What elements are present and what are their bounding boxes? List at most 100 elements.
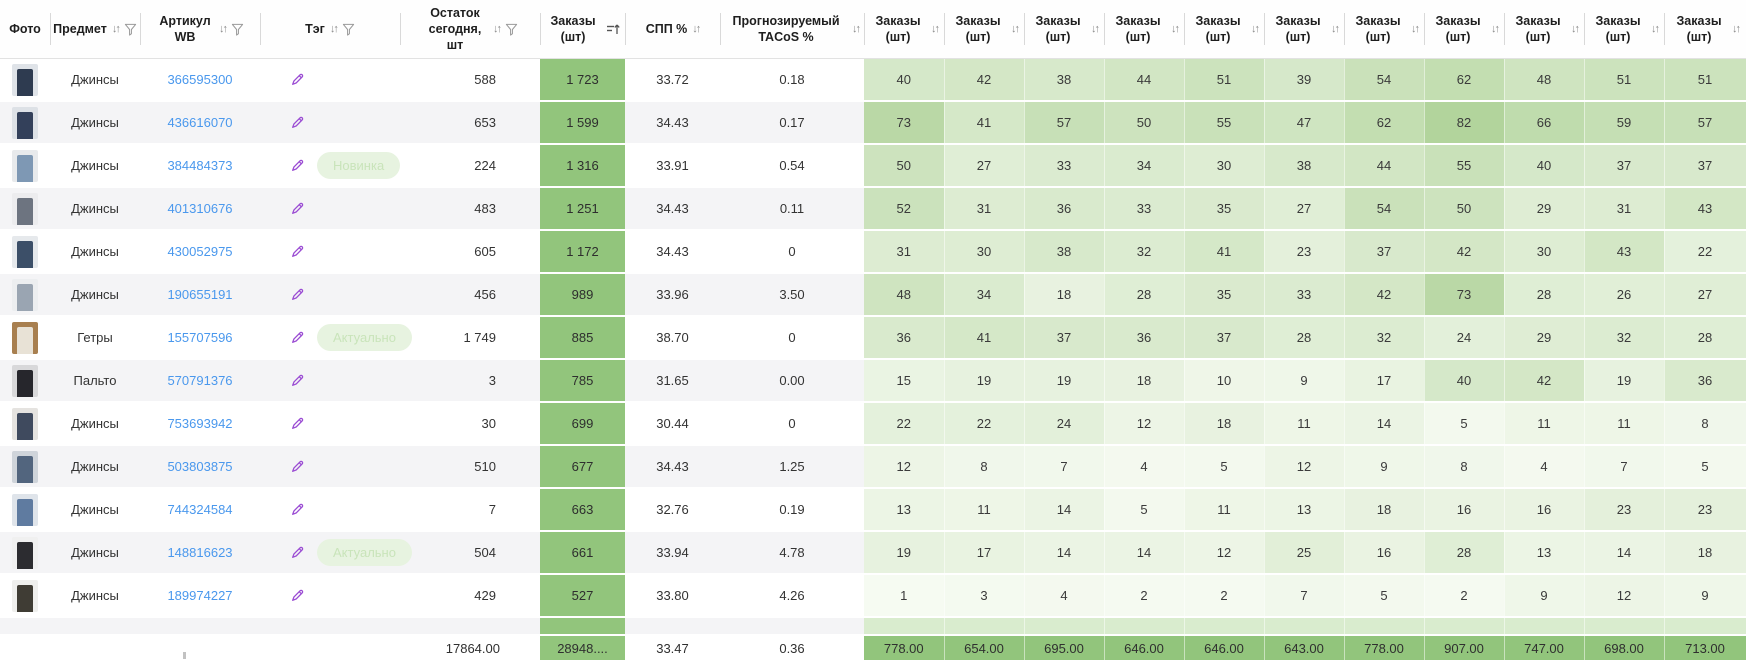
orders-day-cell: 55 (1184, 101, 1265, 145)
product-photo[interactable] (12, 321, 38, 354)
filter-icon[interactable] (124, 23, 137, 36)
product-photo[interactable] (12, 364, 38, 397)
sort-icon[interactable]: ↓↑ (219, 22, 228, 35)
pencil-icon[interactable] (290, 287, 305, 302)
filter-icon[interactable] (505, 23, 518, 36)
sort-amount-up-icon[interactable] (606, 22, 620, 36)
product-photo[interactable] (12, 192, 38, 225)
filter-icon[interactable] (231, 23, 244, 36)
product-photo[interactable] (12, 63, 38, 96)
column-header-day-4[interactable]: Заказы (шт) ↓↑ (1184, 0, 1264, 59)
orders-day-cell: 42 (1504, 359, 1585, 403)
sort-icon[interactable]: ↓↑ (1171, 22, 1180, 35)
article-cell: 384484373 (140, 144, 260, 188)
orders-day-cell: 8 (944, 445, 1025, 489)
pencil-icon[interactable] (290, 201, 305, 216)
column-header-day-9[interactable]: Заказы (шт) ↓↑ (1584, 0, 1664, 59)
sort-icon[interactable]: ↓↑ (1571, 22, 1580, 35)
totals-day-cell: 695.00 (1024, 635, 1105, 662)
sort-icon[interactable]: ↓↑ (1251, 22, 1260, 35)
orders-day-cell: 24 (1024, 402, 1105, 446)
orders-day-cell: 27 (944, 144, 1025, 188)
article-link[interactable]: 366595300 (167, 72, 233, 87)
article-link[interactable]: 436616070 (167, 115, 233, 130)
product-photo[interactable] (12, 149, 38, 182)
product-photo[interactable] (12, 579, 38, 612)
product-photo[interactable] (12, 493, 38, 526)
product-photo[interactable] (12, 407, 38, 440)
orders-total-cell: 989 (540, 273, 625, 317)
column-header-spp[interactable]: СПП % ↓↑ (625, 0, 720, 59)
sort-icon[interactable]: ↓↑ (692, 22, 701, 35)
pencil-icon[interactable] (290, 244, 305, 259)
column-header-day-6[interactable]: Заказы (шт) ↓↑ (1344, 0, 1424, 59)
sort-icon[interactable]: ↓↑ (931, 22, 940, 35)
stock-cell: 7 (400, 488, 540, 532)
pencil-icon[interactable] (290, 459, 305, 474)
photo-cell (0, 187, 50, 231)
sort-icon[interactable]: ↓↑ (111, 22, 121, 35)
column-header-day-10[interactable]: Заказы (шт) ↓↑ (1664, 0, 1746, 59)
pencil-icon[interactable] (290, 502, 305, 517)
article-link[interactable]: 190655191 (167, 287, 233, 302)
column-header-day-5[interactable]: Заказы (шт) ↓↑ (1264, 0, 1344, 59)
pencil-icon[interactable] (290, 330, 305, 345)
sort-icon[interactable]: ↓↑ (1411, 22, 1420, 35)
pencil-icon[interactable] (290, 115, 305, 130)
column-header-stock[interactable]: Остаток сегодня, шт ↓↑ (400, 0, 540, 59)
partial-cell (1424, 617, 1505, 636)
column-header-day-3[interactable]: Заказы (шт) ↓↑ (1104, 0, 1184, 59)
column-header-orders[interactable]: Заказы (шт) (540, 0, 625, 59)
stock-cell: 653 (400, 101, 540, 145)
article-link[interactable]: 148816623 (167, 545, 233, 560)
table-row: Джинсы 401310676 483 1 251 34.43 0.11 52 31 36 33… (0, 187, 1746, 231)
column-header-day-7[interactable]: Заказы (шт) ↓↑ (1424, 0, 1504, 59)
column-header-item[interactable]: Предмет ↓↑ (50, 0, 140, 59)
article-link[interactable]: 401310676 (167, 201, 233, 216)
article-cell: 503803875 (140, 445, 260, 489)
sort-icon[interactable]: ↓↑ (852, 22, 861, 35)
sort-icon[interactable]: ↓↑ (329, 22, 339, 35)
sort-icon[interactable]: ↓↑ (493, 22, 502, 35)
sort-icon[interactable]: ↓↑ (1011, 22, 1020, 35)
partial-cell (1264, 617, 1345, 636)
column-header-day-0[interactable]: Заказы (шт) ↓↑ (864, 0, 944, 59)
orders-day-cell: 37 (1024, 316, 1105, 360)
column-header-day-2[interactable]: Заказы (шт) ↓↑ (1024, 0, 1104, 59)
article-link[interactable]: 155707596 (167, 330, 233, 345)
sort-icon[interactable]: ↓↑ (1491, 22, 1500, 35)
product-photo[interactable] (12, 106, 38, 139)
column-header-day-8[interactable]: Заказы (шт) ↓↑ (1504, 0, 1584, 59)
orders-day-cell: 35 (1184, 187, 1265, 231)
pencil-icon[interactable] (290, 416, 305, 431)
orders-day-cell: 28 (1104, 273, 1185, 317)
sort-icon[interactable]: ↓↑ (1091, 22, 1100, 35)
sort-icon[interactable]: ↓↑ (1651, 22, 1660, 35)
pencil-icon[interactable] (290, 158, 305, 173)
article-link[interactable]: 570791376 (167, 373, 233, 388)
column-header-article[interactable]: Артикул WB ↓↑ (140, 0, 260, 59)
column-header-tacos[interactable]: Прогнозируемый TACoS % ↓↑ (720, 0, 864, 59)
sort-icon[interactable]: ↓↑ (1331, 22, 1340, 35)
tag-cell (260, 359, 400, 403)
orders-day-cell: 29 (1504, 187, 1585, 231)
horizontal-scrollbar-thumb[interactable] (183, 652, 186, 659)
pencil-icon[interactable] (290, 72, 305, 87)
product-photo[interactable] (12, 278, 38, 311)
article-link[interactable]: 744324584 (167, 502, 233, 517)
pencil-icon[interactable] (290, 373, 305, 388)
article-link[interactable]: 503803875 (167, 459, 233, 474)
product-photo[interactable] (12, 450, 38, 483)
article-link[interactable]: 189974227 (167, 588, 233, 603)
column-header-tag[interactable]: Тэг ↓↑ (260, 0, 400, 59)
pencil-icon[interactable] (290, 588, 305, 603)
article-link[interactable]: 430052975 (167, 244, 233, 259)
article-link[interactable]: 384484373 (167, 158, 233, 173)
article-link[interactable]: 753693942 (167, 416, 233, 431)
filter-icon[interactable] (342, 23, 355, 36)
pencil-icon[interactable] (290, 545, 305, 560)
column-header-day-1[interactable]: Заказы (шт) ↓↑ (944, 0, 1024, 59)
sort-icon[interactable]: ↓↑ (1732, 22, 1741, 35)
product-photo[interactable] (12, 536, 38, 569)
product-photo[interactable] (12, 235, 38, 268)
